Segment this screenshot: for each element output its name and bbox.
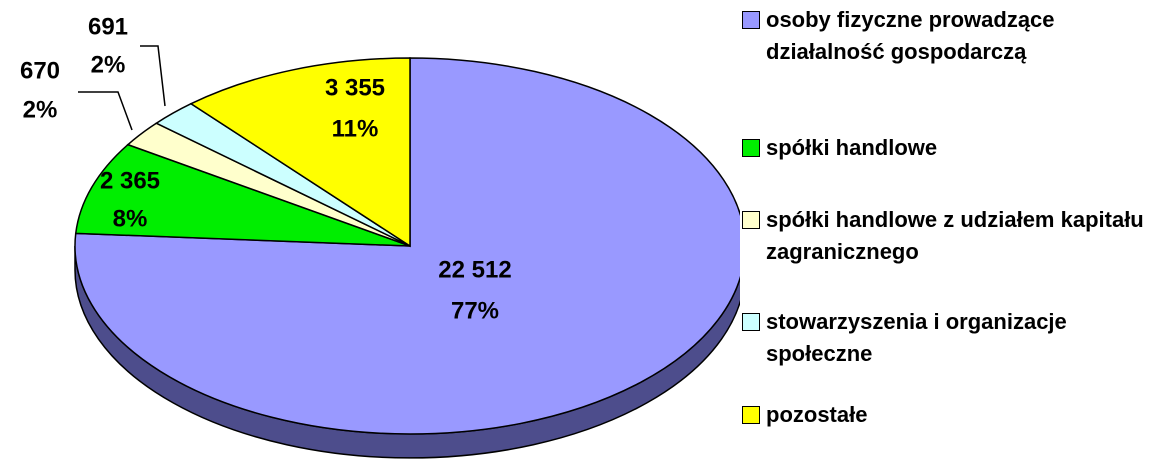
legend-swatch bbox=[742, 211, 760, 229]
legend-item: stowarzyszenia i organizacje społeczne bbox=[742, 306, 1170, 370]
legend-label: pozostałe bbox=[766, 402, 868, 427]
data-label: 77% bbox=[451, 297, 499, 324]
chart: 22 512 77% 2 365 8% 670 2% 691 2% 3 355 11% bbox=[20, 13, 740, 459]
slice bbox=[189, 57, 411, 248]
legend-label: stowarzyszenia i organizacje społeczne bbox=[766, 309, 1067, 366]
leader-line bbox=[78, 91, 133, 131]
data-label: 3 355 bbox=[325, 74, 385, 101]
slice bbox=[74, 143, 411, 247]
data-label: 2 365 bbox=[100, 167, 160, 194]
legend-label: spółki handlowe z udziałem kapitału zagr… bbox=[766, 207, 1144, 264]
data-label: 2% bbox=[91, 51, 126, 78]
data-label: 2% bbox=[23, 96, 58, 123]
legend-item: osoby fizyczne prowadzące działalność go… bbox=[742, 4, 1170, 68]
data-label: 670 bbox=[20, 57, 60, 84]
legend-item: spółki handlowe bbox=[742, 132, 1170, 164]
legend-swatch bbox=[742, 313, 760, 331]
data-label: 691 bbox=[88, 13, 128, 40]
data-label: 11% bbox=[332, 115, 379, 142]
legend-label: spółki handlowe bbox=[766, 135, 938, 160]
legend-swatch bbox=[742, 406, 760, 424]
data-label: 22 512 bbox=[438, 256, 511, 283]
leader-line bbox=[140, 45, 166, 107]
legend-label: osoby fizyczne prowadzące działalność go… bbox=[766, 7, 1055, 64]
data-label: 8% bbox=[113, 205, 148, 232]
legend-item: spółki handlowe z udziałem kapitału zagr… bbox=[742, 204, 1170, 268]
legend-swatch bbox=[742, 11, 760, 29]
legend-swatch bbox=[742, 139, 760, 157]
legend-item: pozostałe bbox=[742, 399, 1170, 431]
